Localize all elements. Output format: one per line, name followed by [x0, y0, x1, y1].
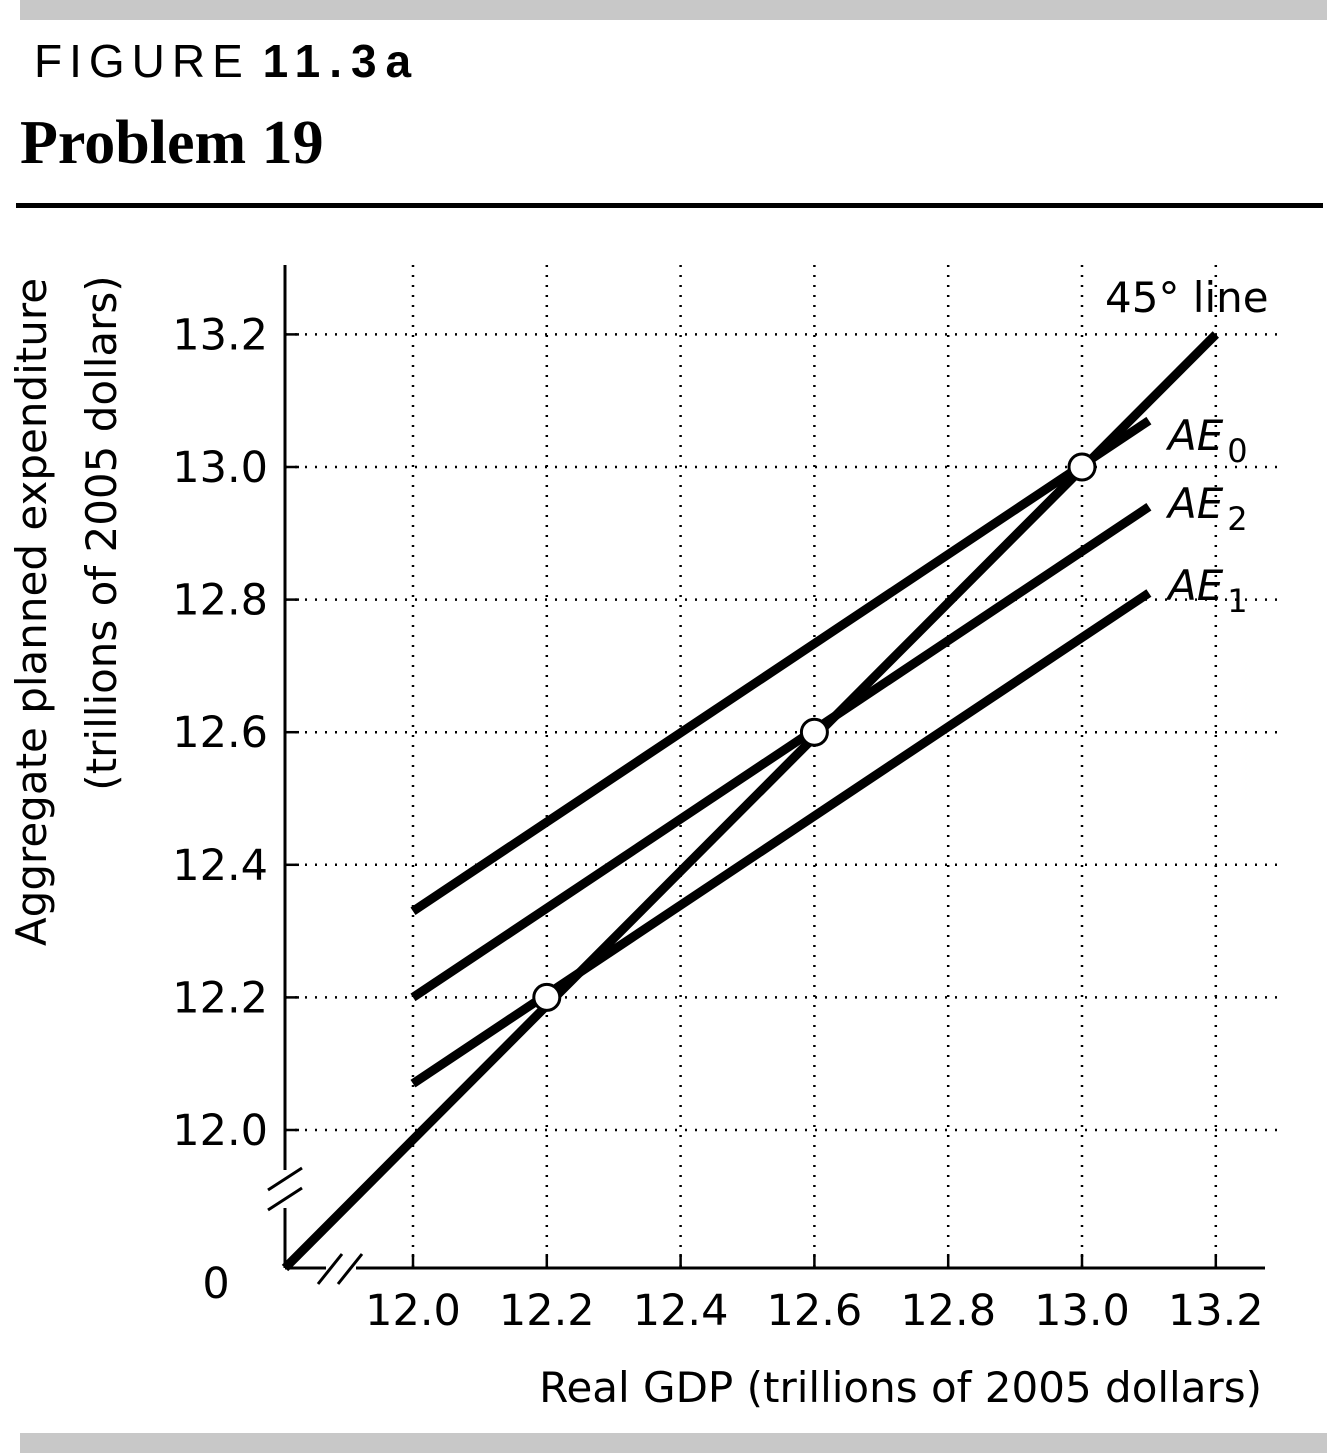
x-axis-break-mark [316, 1253, 344, 1285]
ticks: 12.0 12.2 12.4 12.6 12.8 13.0 13.2 12.0 12.2 12.4… [172, 310, 1263, 1336]
figure-label: FIGURE [34, 35, 250, 87]
x-tick-label: 13.0 [1034, 1286, 1130, 1336]
series-label: 45° line [1105, 273, 1269, 322]
x-tick-label: 12.0 [365, 1286, 461, 1336]
y-tick-label: 12.6 [172, 708, 268, 758]
series-line [281, 331, 1219, 1272]
figure-title: Problem 19 [20, 109, 324, 177]
x-axis-break-mark [336, 1253, 364, 1285]
series-label: AE 1 [1165, 561, 1248, 620]
equilibrium-point [799, 717, 829, 747]
y-axis-subtitle: (trillions of 2005 dollars) [77, 275, 126, 790]
equilibrium-point [532, 982, 562, 1012]
title-rule [16, 203, 1323, 208]
grid-lines [285, 265, 1285, 1268]
bottom-border-bar [20, 1433, 1327, 1453]
x-tick-label: 12.4 [633, 1286, 729, 1336]
y-axis-title: Aggregate planned expenditure [7, 278, 56, 946]
x-tick-label: 12.6 [767, 1286, 863, 1336]
chart-labels: 45° line AE 0 AE 2 AE 1 0 Real GDP (trillions of… [7, 273, 1269, 1412]
figure-number: 11.3a [262, 35, 421, 87]
origin-label: 0 [202, 1259, 229, 1309]
y-axis-break-mark [267, 1166, 303, 1192]
x-tick-label: 12.2 [499, 1286, 595, 1336]
y-tick-label: 12.4 [172, 841, 268, 891]
equilibrium-points [532, 452, 1097, 1012]
series-line [410, 416, 1152, 915]
x-tick-label: 12.8 [900, 1286, 996, 1336]
y-tick-label: 12.0 [172, 1106, 268, 1156]
y-axis-break-mark [267, 1186, 303, 1212]
y-tick-label: 12.2 [172, 973, 268, 1023]
series-label: AE 0 [1165, 411, 1248, 470]
equilibrium-point [1067, 452, 1097, 482]
series-line [410, 503, 1152, 1002]
y-tick-label: 12.8 [172, 576, 268, 626]
y-axis-break-gap [277, 1170, 293, 1208]
x-axis-title: Real GDP (trillions of 2005 dollars) [539, 1363, 1262, 1412]
top-border-bar [20, 0, 1327, 20]
x-tick-label: 13.2 [1168, 1286, 1264, 1336]
axes [267, 265, 1265, 1285]
figure-heading: FIGURE 11.3a [34, 34, 420, 88]
y-tick-label: 13.2 [172, 310, 268, 360]
y-tick-label: 13.0 [172, 443, 268, 493]
series-label: AE 2 [1165, 479, 1248, 538]
